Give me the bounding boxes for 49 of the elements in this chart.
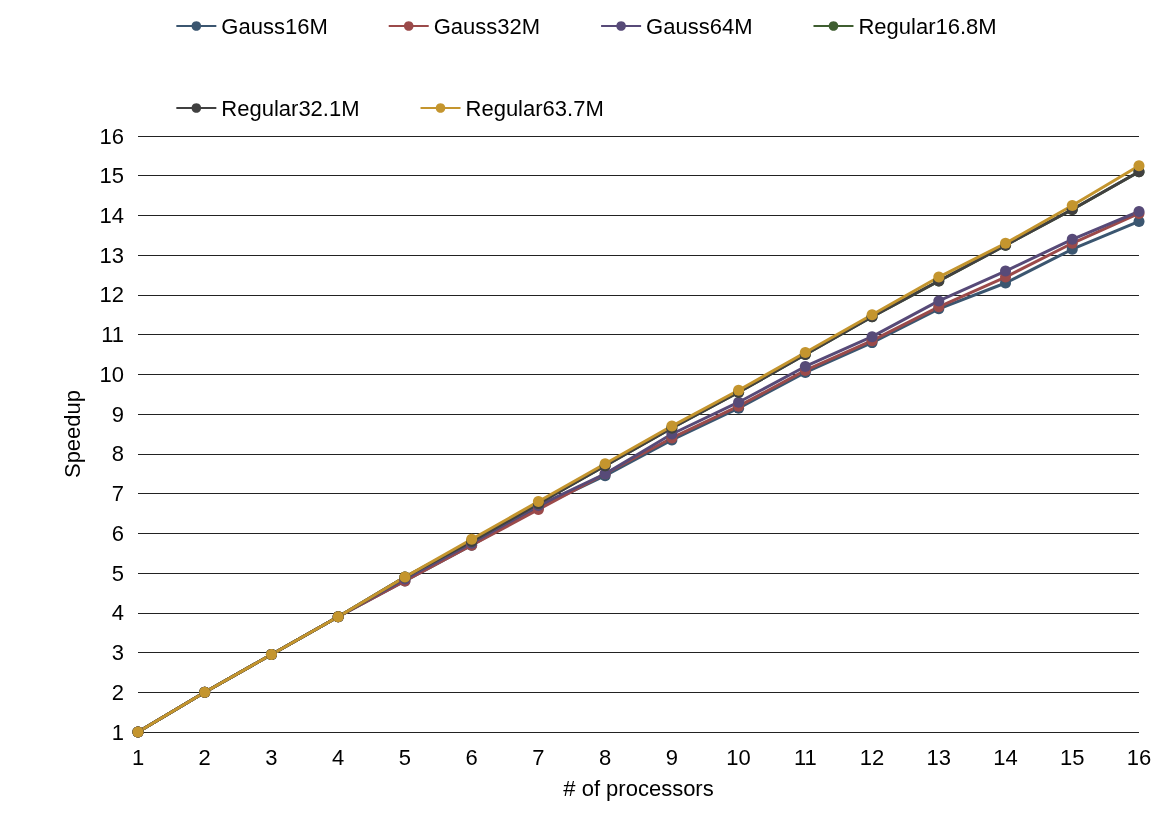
x-tick-label: 15 [1060, 744, 1085, 770]
y-tick-label: 10 [99, 361, 124, 387]
y-tick-label: 8 [111, 441, 124, 467]
x-tick-label: 1 [131, 744, 145, 770]
x-tick-label: 16 [1126, 744, 1152, 770]
x-tick-label: 8 [599, 744, 612, 770]
legend-label: Gauss32M [433, 13, 541, 39]
x-tick-label: 14 [993, 744, 1018, 770]
x-tick-label: 5 [398, 744, 412, 770]
point [733, 396, 745, 408]
x-tick-label: 4 [332, 744, 345, 770]
x-tick-label: 12 [859, 744, 885, 770]
y-tick-label: 4 [111, 600, 124, 626]
x-tick-label: 6 [465, 744, 478, 770]
x-tick-label: 7 [532, 744, 545, 770]
x-tick-label: 13 [926, 744, 952, 770]
point [1000, 265, 1012, 277]
y-tick-label: 5 [111, 560, 124, 586]
x-tick-label: 10 [726, 744, 751, 770]
y-tick-label: 15 [99, 163, 124, 189]
y-tick-label: 2 [111, 679, 124, 705]
y-tick-label: 7 [111, 481, 124, 507]
legend-label: Gauss64M [646, 13, 753, 39]
y-tick-label: 14 [99, 202, 124, 228]
x-tick-label: 2 [198, 744, 211, 770]
x-tick-label: 3 [265, 744, 278, 770]
x-axis-title: # of processors [563, 775, 714, 801]
y-tick-label: 6 [111, 520, 124, 546]
x-tick-label: 9 [665, 744, 678, 770]
legend-label: Regular16.8M [858, 13, 997, 39]
y-tick-label: 1 [111, 719, 124, 745]
point [1066, 200, 1078, 212]
y-tick-label: 13 [99, 242, 124, 268]
point [1133, 160, 1145, 172]
y-tick-label: 9 [111, 401, 124, 427]
legend-label: Regular63.7M [465, 95, 604, 121]
y-tick-label: 16 [99, 123, 124, 149]
point [799, 360, 811, 372]
y-tick-label: 12 [99, 282, 124, 308]
point [933, 295, 945, 307]
legend-label: Regular32.1M [221, 95, 360, 121]
legend-label: Gauss16M [221, 13, 328, 39]
y-tick-label: 11 [101, 322, 124, 348]
point [933, 271, 945, 283]
point [866, 331, 878, 343]
y-axis-title: Speedup [59, 389, 85, 479]
y-tick-label: 3 [111, 640, 124, 666]
point [1066, 233, 1078, 245]
x-tick-label: 11 [793, 744, 817, 770]
